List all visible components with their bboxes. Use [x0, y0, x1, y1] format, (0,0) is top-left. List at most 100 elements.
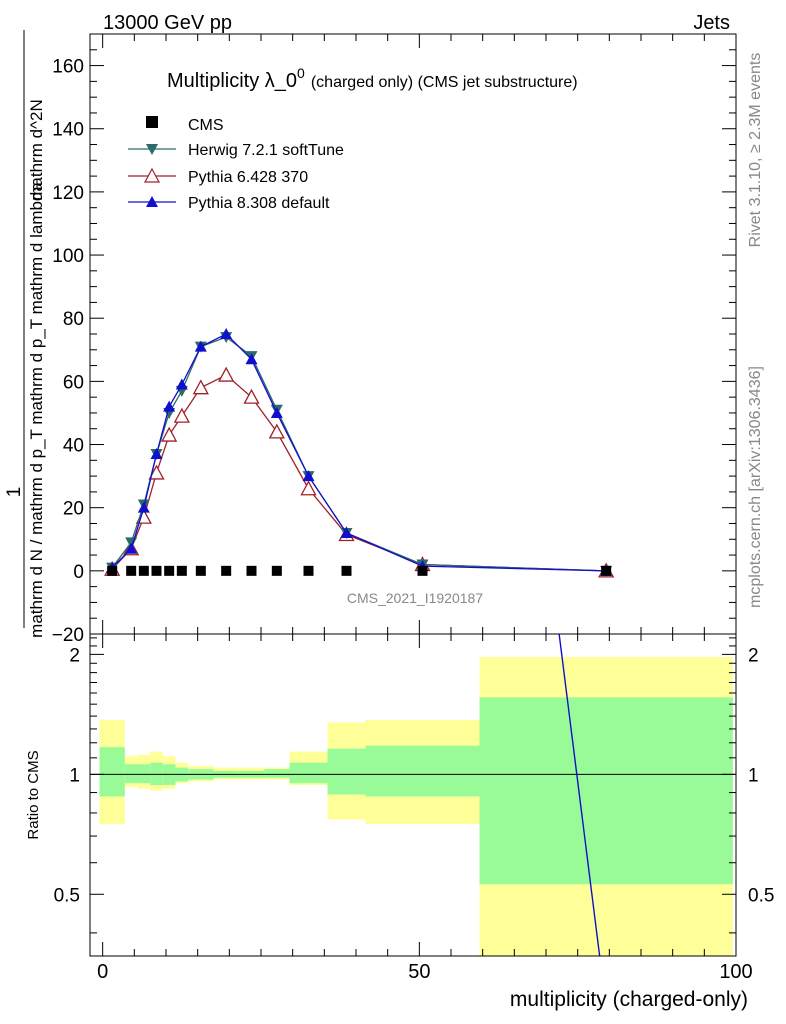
series-line-2	[111, 374, 607, 572]
data-point-cms	[303, 565, 314, 576]
main-y-axis-label: 1 mathrm d^2N mathrm d N / mathrm d p_T …	[4, 30, 46, 638]
y-tick-label: 40	[63, 436, 84, 457]
series-line-1	[111, 336, 607, 572]
chart-title-main: Multiplicity λ_0	[167, 70, 297, 92]
stat-uncertainty-band	[289, 762, 328, 784]
data-point-cms	[138, 565, 149, 576]
ylabel-numerator: mathrm d^2N	[27, 99, 46, 201]
data-point-cms	[341, 565, 352, 576]
data-point-pythia8	[340, 526, 353, 538]
header-right: Jets	[693, 12, 730, 34]
ratio-y-tick-label: 2	[69, 645, 80, 666]
x-axis-label: multiplicity (charged-only)	[510, 988, 748, 1011]
ratio-line-pythia8	[558, 634, 601, 956]
data-point-pythia6	[243, 388, 260, 404]
x-tick-label: 50	[408, 961, 430, 983]
stat-uncertainty-band	[150, 762, 163, 786]
ratio-lines	[558, 634, 601, 956]
y-tick-label: 0	[73, 562, 84, 583]
data-point-cms	[601, 565, 612, 576]
data-point-pythia8	[150, 448, 163, 459]
y-tick-label: 140	[52, 120, 84, 141]
data-point-cms	[151, 565, 162, 576]
legend-marker-herwig	[146, 144, 158, 155]
chart-title: Multiplicity λ_00 (charged only) (CMS jet…	[167, 65, 578, 92]
main-panel: −20 0 20 40 60 80 100 120 140 160 CMS_2021_I19201…	[4, 30, 737, 646]
chart-title-sup: 0	[297, 65, 305, 81]
main-y-tick-labels: −20 0 20 40 60 80 100 120 140 160	[52, 57, 84, 646]
ratio-y-tick-label-right: 2	[748, 645, 759, 666]
data-point-pythia8	[137, 501, 150, 513]
data-point-cms	[126, 565, 137, 576]
stat-uncertainty-band	[99, 747, 125, 797]
data-point-cms	[221, 565, 232, 576]
ratio-axis-ticks	[90, 634, 737, 956]
data-point-pythia6	[192, 379, 209, 395]
data-point-pythia8	[245, 353, 258, 365]
rivet-label: Rivet 3.1.10, ≥ 2.3M events	[747, 53, 764, 248]
data-point-pythia6	[300, 480, 317, 496]
data-point-cms	[271, 565, 282, 576]
stat-uncertainty-band	[479, 697, 733, 885]
y-tick-label: 160	[52, 57, 84, 78]
y-tick-label: 120	[52, 183, 84, 204]
data-point-cms	[246, 565, 257, 576]
data-point-cms	[176, 565, 187, 576]
ylabel-top: 1	[4, 487, 25, 498]
data-point-pythia8	[220, 328, 233, 339]
legend: CMS Herwig 7.2.1 softTune Pythia 6.428 3…	[128, 116, 344, 212]
y-tick-label: 80	[63, 309, 84, 330]
data-point-cms	[195, 565, 206, 576]
ylabel-bottom: mathrm d N / mathrm d p_T mathrm d p_T m…	[27, 182, 46, 638]
legend-label-pythia8: Pythia 8.308 default	[188, 195, 330, 212]
ratio-y-tick-labels-right: 0.5 1 2	[748, 645, 774, 906]
y-tick-label: −20	[52, 625, 84, 646]
watermark: CMS_2021_I1920187	[347, 590, 483, 606]
data-point-pythia8	[194, 340, 207, 352]
ratio-y-tick-label-right: 0.5	[748, 885, 774, 906]
legend-label-herwig: Herwig 7.2.1 softTune	[188, 142, 344, 159]
x-tick-label: 0	[97, 961, 108, 983]
stat-uncertainty-band	[124, 764, 138, 784]
main-series	[104, 328, 615, 578]
ratio-x-tick-labels: 0 50 100	[97, 961, 753, 983]
data-point-pythia6	[268, 423, 285, 439]
data-point-pythia8	[125, 542, 138, 554]
main-axis-ticks	[90, 33, 737, 635]
data-point-cms	[107, 565, 118, 576]
ratio-y-tick-labels: 0.5 1 2	[54, 645, 80, 906]
stat-uncertainty-band	[137, 764, 151, 784]
data-point-cms	[417, 565, 428, 576]
ratio-y-tick-label-right: 1	[748, 765, 759, 786]
ratio-ylabel: Ratio to CMS	[25, 750, 42, 839]
ratio-bands	[99, 656, 733, 956]
data-point-pythia6	[218, 366, 235, 382]
data-point-pythia8	[175, 378, 188, 390]
main-frame	[89, 33, 737, 635]
data-point-pythia6	[173, 407, 190, 423]
series-line-3	[111, 333, 607, 572]
ratio-y-tick-label: 0.5	[54, 885, 80, 906]
ratio-y-tick-label: 1	[69, 765, 80, 786]
legend-label-pythia6: Pythia 6.428 370	[188, 169, 308, 186]
header-left: 13000 GeV pp	[103, 12, 232, 34]
data-point-pythia6	[148, 464, 165, 480]
ratio-panel: 0.5 1 2 0.5 1 2 0 50 100 Ratio to CMS multipli…	[25, 633, 774, 1011]
chart-title-sub: (charged only) (CMS jet substructure)	[311, 74, 578, 91]
y-tick-label: 60	[63, 372, 84, 393]
data-point-pythia8	[163, 400, 176, 412]
y-tick-label: 20	[63, 499, 84, 520]
stat-uncertainty-band	[264, 769, 290, 778]
legend-label-cms: CMS	[188, 117, 224, 134]
stat-uncertainty-band	[327, 748, 366, 795]
source-label: mcplots.cern.ch [arXiv:1306.3436]	[747, 366, 764, 608]
x-tick-label: 100	[719, 961, 752, 983]
legend-marker-pythia6	[143, 167, 161, 183]
data-point-pythia8	[302, 470, 315, 482]
stat-uncertainty-band	[365, 745, 480, 797]
data-point-pythia8	[270, 406, 283, 418]
y-tick-label: 100	[52, 246, 84, 267]
ratio-frame	[89, 633, 737, 957]
data-point-pythia6	[161, 426, 178, 442]
